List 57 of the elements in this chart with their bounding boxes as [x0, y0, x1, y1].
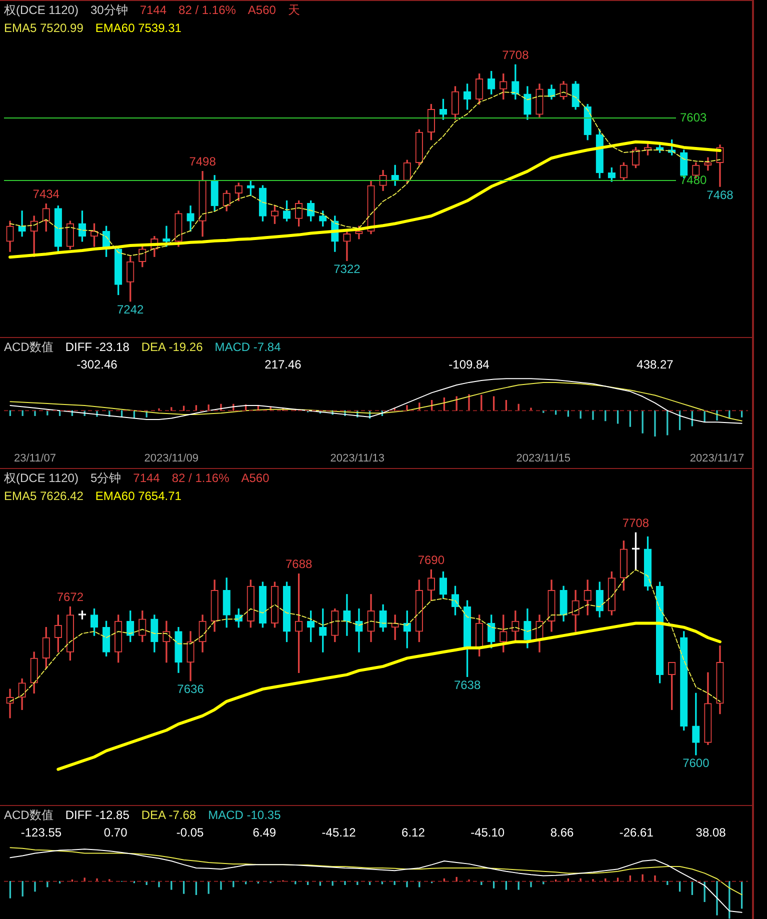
- ref-line-label: 7480: [680, 172, 708, 187]
- text: DIFF -23.18: [65, 340, 130, 354]
- chart-title: ACD数值: [4, 808, 54, 822]
- annotation: 7708: [622, 516, 650, 530]
- annotation: 7498: [189, 154, 216, 169]
- text: -109.84: [448, 357, 490, 372]
- text: 438.27: [636, 357, 674, 372]
- text: 6.12: [402, 825, 426, 840]
- text: EMA5 7626.42: [4, 489, 84, 503]
- x-tick-label: 2023/11/09: [144, 452, 199, 464]
- annotation: 7600: [682, 756, 710, 770]
- text: -45.10: [470, 825, 505, 840]
- text: 82 / 1.16%: [172, 471, 230, 485]
- text: -123.55: [20, 825, 62, 840]
- text: 天: [288, 3, 300, 17]
- text: DEA -7.68: [141, 808, 196, 822]
- x-tick-label: 2023/11/17: [690, 452, 744, 464]
- x-tick-label: 2023/11/13: [330, 452, 385, 464]
- annotation: 7672: [56, 590, 84, 604]
- text: MACD -7.84: [214, 340, 281, 354]
- annotation: 7242: [117, 302, 144, 317]
- annotation: 7638: [454, 678, 481, 692]
- ref-line-label: 7603: [680, 110, 708, 124]
- annotation: 7434: [32, 187, 60, 202]
- text: DEA -19.26: [141, 340, 203, 354]
- text: MACD -10.35: [208, 808, 281, 822]
- chart-title: 权(DCE 1120): [4, 471, 78, 485]
- annotation: 7688: [285, 557, 312, 572]
- text: 82 / 1.16%: [178, 3, 236, 17]
- chart-title: ACD数值: [4, 340, 54, 354]
- chart-subtitle: 5分钟: [90, 471, 122, 485]
- text: -302.46: [76, 357, 118, 372]
- text: EMA60 7539.31: [95, 21, 182, 35]
- annotation: 7468: [706, 188, 734, 202]
- text: 7144: [140, 3, 167, 17]
- annotation: 7636: [177, 682, 204, 696]
- x-tick-label: 23/11/07: [14, 452, 56, 464]
- text: EMA5 7520.99: [4, 21, 84, 35]
- chart-subtitle: 30分钟: [90, 3, 128, 17]
- text: 38.08: [696, 825, 726, 840]
- text: -26.61: [619, 825, 654, 840]
- text: A560: [241, 471, 270, 485]
- text: 6.49: [252, 825, 276, 840]
- text: DIFF -12.85: [65, 808, 130, 822]
- annotation: 7322: [334, 262, 361, 276]
- text: -45.12: [322, 825, 356, 840]
- text: 217.46: [264, 357, 302, 372]
- annotation: 7708: [502, 48, 530, 62]
- text: -0.05: [176, 825, 204, 840]
- text: 0.70: [104, 825, 128, 840]
- chart-title: 权(DCE 1120): [4, 3, 78, 17]
- text: A560: [248, 3, 276, 17]
- annotation: 7690: [418, 553, 445, 568]
- text: 8.66: [550, 825, 574, 840]
- text: 7144: [133, 471, 160, 485]
- x-tick-label: 2023/11/15: [516, 452, 571, 464]
- text: EMA60 7654.71: [95, 489, 182, 503]
